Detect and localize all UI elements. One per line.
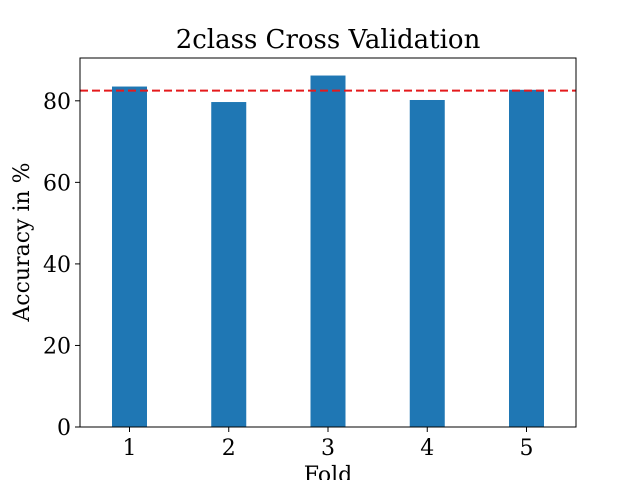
- bar-fold-5: [509, 89, 544, 427]
- x-tick-label: 3: [321, 436, 335, 461]
- x-axis-ticks: 1 2 3 4 5: [123, 427, 534, 461]
- y-tick-label: 0: [57, 416, 71, 441]
- chart-title: 2class Cross Validation: [176, 25, 481, 55]
- bar-fold-1: [112, 86, 147, 427]
- bar-fold-2: [211, 102, 247, 427]
- bar-fold-4: [409, 99, 445, 428]
- bars-group: [112, 75, 544, 428]
- y-tick-label: 40: [43, 253, 71, 278]
- x-tick-label: 4: [420, 436, 434, 461]
- x-tick-label: 2: [222, 436, 236, 461]
- y-tick-label: 80: [43, 90, 71, 115]
- bar-fold-3: [310, 75, 346, 428]
- y-axis-label: Accuracy in %: [10, 162, 35, 322]
- y-axis-ticks: 0 20 40 60 80: [43, 90, 80, 441]
- x-axis-label: Fold: [304, 463, 352, 480]
- y-tick-label: 20: [43, 334, 71, 359]
- x-tick-label: 1: [123, 436, 137, 461]
- y-tick-label: 60: [43, 171, 71, 196]
- x-tick-label: 5: [520, 436, 534, 461]
